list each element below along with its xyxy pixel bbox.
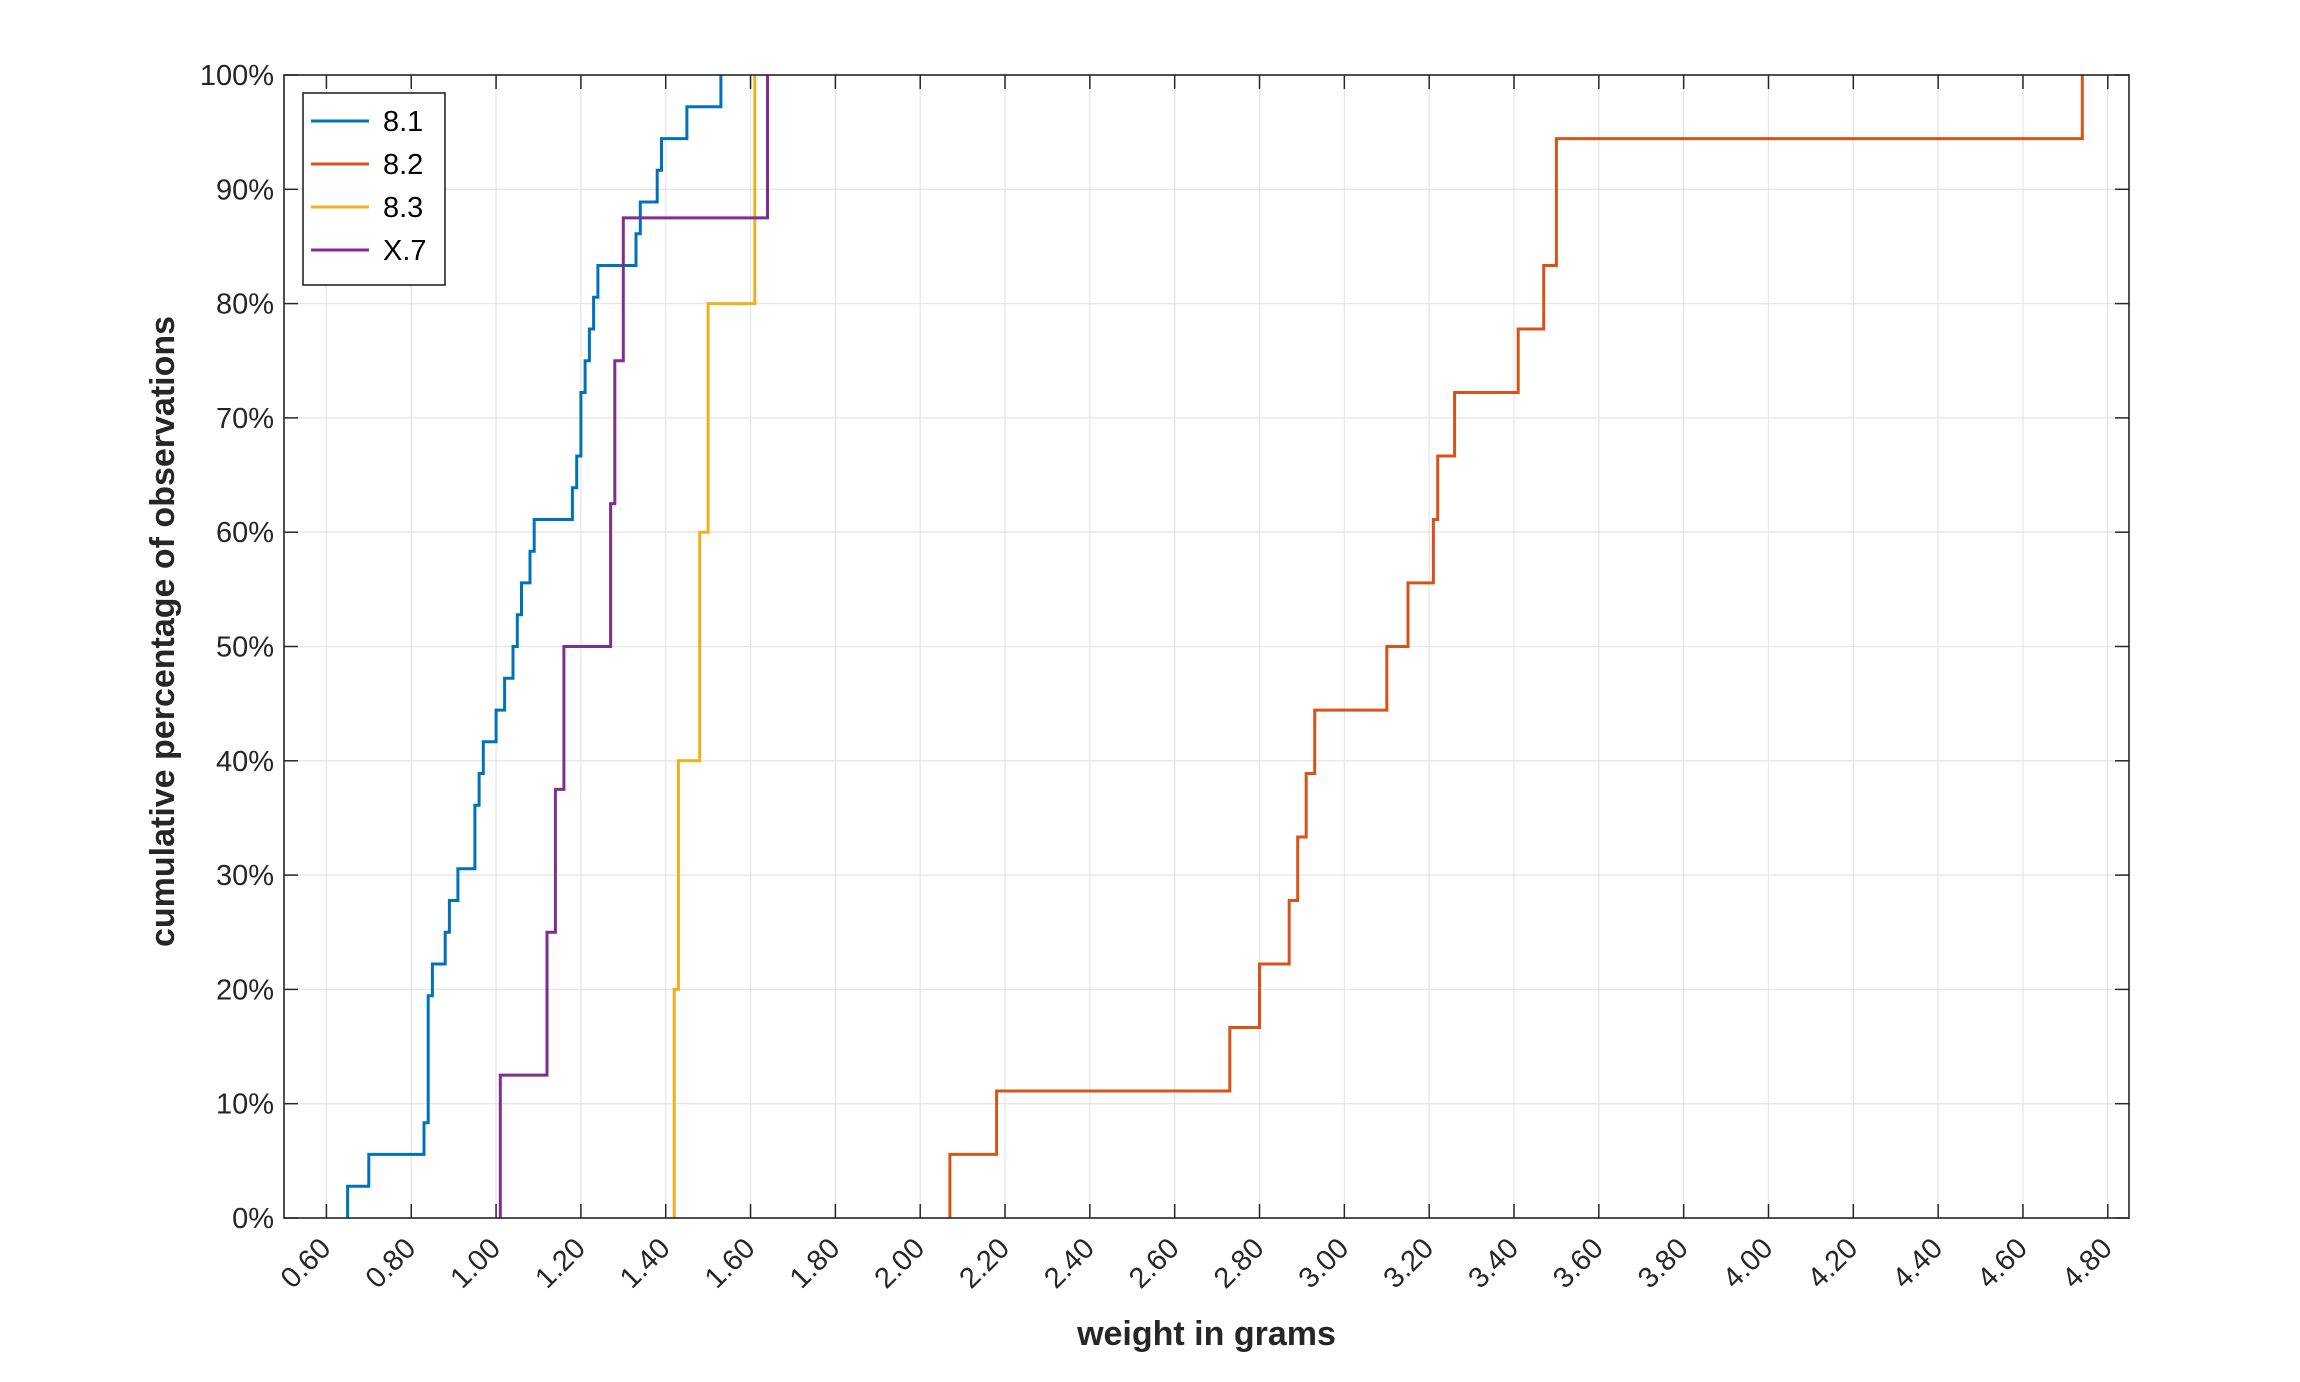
- legend-label: 8.1: [383, 106, 423, 138]
- y-tick-label: 0%: [232, 1203, 274, 1235]
- y-tick-label: 10%: [216, 1089, 274, 1121]
- y-tick-label: 70%: [216, 403, 274, 435]
- y-tick-label: 90%: [216, 174, 274, 206]
- y-axis-title: cumulative percentage of observations: [144, 316, 182, 947]
- series-line-8.2: [948, 75, 2084, 1218]
- y-tick-label: 50%: [216, 632, 274, 664]
- legend-label: 8.3: [383, 192, 423, 224]
- series-line-8.1: [346, 75, 723, 1218]
- series-layer: [346, 75, 2084, 1218]
- x-axis-title: weight in grams: [1076, 1315, 1336, 1353]
- axis-ticks: [284, 74, 2129, 1219]
- y-tick-labels: 0% 10% 20% 30% 40% 50% 60% 70% 80% 90% 100%: [200, 60, 274, 1235]
- y-tick-label: 80%: [216, 289, 274, 321]
- series-line-X.7: [498, 75, 769, 1218]
- y-tick-label: 100%: [200, 60, 274, 92]
- y-tick-label: 60%: [216, 517, 274, 549]
- y-tick-label: 20%: [216, 974, 274, 1006]
- legend-box: [302, 92, 446, 286]
- legend: 8.1 8.2 8.3 X.7: [302, 92, 446, 286]
- y-tick-label: 40%: [216, 746, 274, 778]
- series-line-8.3: [672, 75, 757, 1218]
- y-tick-label: 30%: [216, 860, 274, 892]
- legend-label: X.7: [383, 235, 427, 267]
- legend-label: 8.2: [383, 149, 423, 181]
